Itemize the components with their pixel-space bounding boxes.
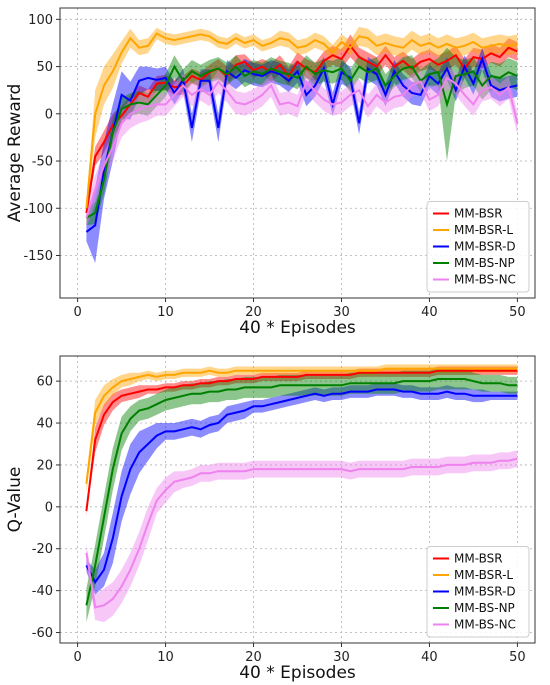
qvalue-x-axis-label: 40 * Episodes <box>239 663 356 683</box>
reward-y-tick-label: -50 <box>32 155 53 170</box>
reward-legend-label-mm-bsr-d: MM-BSR-D <box>454 240 516 254</box>
qvalue-line-mm-bs-np <box>85 378 518 606</box>
reward-x-tick-label: 0 <box>73 305 81 320</box>
reward-lines <box>85 32 519 233</box>
reward-y-tick-label: -150 <box>23 249 53 264</box>
qvalue-y-tick-label: 20 <box>36 458 53 473</box>
qvalue-legend-label-mm-bsr-l: MM-BSR-L <box>454 568 513 582</box>
qvalue-y-tick-label: 40 <box>36 417 53 432</box>
qvalue-line-mm-bsr <box>85 369 518 512</box>
qvalue-y-tick-label: -40 <box>32 584 53 599</box>
reward-y-tick-label: -100 <box>23 202 53 217</box>
qvalue-x-ticks: 0 10 20 30 40 50 <box>73 643 526 665</box>
reward-x-tick-label: 20 <box>245 305 262 320</box>
qvalue-x-tick-label: 20 <box>245 650 262 665</box>
reward-y-tick-label: 50 <box>36 60 53 75</box>
reward-legend-label-mm-bsr-l: MM-BSR-L <box>454 223 513 237</box>
reward-band-mm-bsr <box>86 34 518 221</box>
reward-x-ticks: 0 10 20 30 40 50 <box>73 298 526 320</box>
qvalue-line-mm-bs-nc <box>85 457 518 609</box>
reward-x-tick-label: 40 <box>421 305 438 320</box>
qvalue-x-tick-label: 30 <box>333 650 350 665</box>
qvalue-y-tick-label: -60 <box>32 626 53 641</box>
qvalue-legend-box <box>426 546 530 638</box>
qvalue-legend-label-mm-bs-np: MM-BS-NP <box>454 601 515 615</box>
qvalue-bands <box>86 364 518 623</box>
qvalue-y-tick-label: 60 <box>36 375 53 390</box>
qvalue-plot-frame <box>59 355 536 644</box>
qvalue-x-tick-label: 40 <box>421 650 438 665</box>
reward-legend-label-mm-bs-np: MM-BS-NP <box>454 256 515 270</box>
qvalue-x-tick-label: 50 <box>509 650 526 665</box>
qvalue-y-ticks: -60 -40 -20 0 20 40 60 <box>32 375 60 641</box>
qvalue-legend-label-mm-bsr: MM-BSR <box>454 552 503 566</box>
qvalue-band-mm-bsr-l <box>86 364 518 493</box>
reward-y-tick-label: 100 <box>28 13 53 28</box>
reward-legend-label-mm-bs-nc: MM-BS-NC <box>454 273 516 287</box>
reward-x-tick-label: 10 <box>157 305 174 320</box>
reward-line-mm-bsr-l <box>85 32 518 209</box>
qvalue-y-tick-label: 0 <box>45 500 53 515</box>
reward-legend-label-mm-bsr: MM-BSR <box>454 207 503 221</box>
reward-chart: 0 10 20 30 40 50 -150 -100 -50 0 50 100 40 * Episo… <box>5 7 536 338</box>
reward-band-mm-bsr-d <box>86 47 518 264</box>
reward-y-tick-label: 0 <box>45 107 53 122</box>
reward-y-ticks: -150 -100 -50 0 50 100 <box>23 13 60 264</box>
qvalue-legend: MM-BSR MM-BSR-L MM-BSR-D MM-BS-NP MM-BS-NC <box>426 546 530 638</box>
reward-y-axis-label: Average Reward <box>5 84 25 223</box>
reward-x-axis-label: 40 * Episodes <box>239 318 356 338</box>
qvalue-band-mm-bs-nc <box>86 450 518 623</box>
qvalue-y-axis-label: Q-Value <box>5 467 25 533</box>
reward-line-mm-bs-np <box>85 64 518 219</box>
reward-line-mm-bsr-d <box>85 55 518 233</box>
qvalue-x-tick-label: 10 <box>157 650 174 665</box>
qvalue-line-mm-bsr-l <box>85 367 518 484</box>
reward-band-mm-bs-nc <box>86 66 518 228</box>
reward-plot-frame <box>59 7 536 299</box>
qvalue-y-tick-label: -20 <box>32 542 53 557</box>
qvalue-lines <box>85 367 518 609</box>
qvalue-legend-label-mm-bsr-d: MM-BSR-D <box>454 585 516 599</box>
reward-x-tick-label: 30 <box>333 305 350 320</box>
reward-line-mm-bsr <box>85 44 518 214</box>
qvalue-chart: 0 10 20 30 40 50 -60 -40 -20 0 20 40 60 40 * Episod… <box>5 355 536 683</box>
reward-x-tick-label: 50 <box>509 305 526 320</box>
qvalue-legend-label-mm-bs-nc: MM-BS-NC <box>454 618 516 632</box>
reward-line-mm-bs-nc <box>85 76 519 218</box>
qvalue-band-mm-bsr-d <box>86 383 518 595</box>
reward-band-mm-bsr-l <box>86 26 518 216</box>
qvalue-line-mm-bsr-d <box>85 388 518 585</box>
reward-legend: MM-BSR MM-BSR-L MM-BSR-D MM-BS-NP MM-BS-NC <box>426 201 530 293</box>
reward-legend-box <box>426 201 530 293</box>
qvalue-x-tick-label: 0 <box>73 650 81 665</box>
